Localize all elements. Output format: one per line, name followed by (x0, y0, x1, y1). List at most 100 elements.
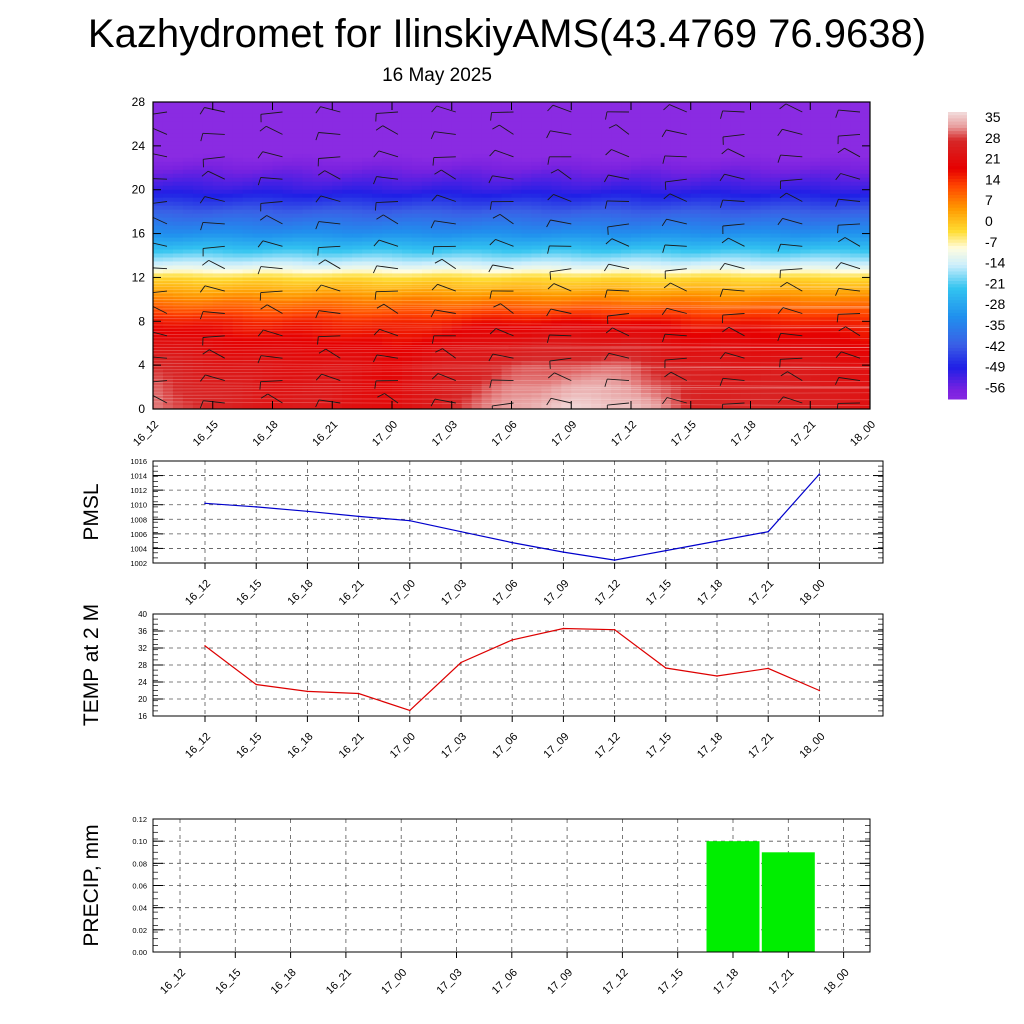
heatmap-cell (770, 141, 781, 147)
heatmap-cell (561, 169, 572, 175)
heatmap-cell (690, 321, 702, 326)
heatmap-cell (621, 149, 632, 155)
heatmap-cell (202, 365, 214, 370)
heatmap-cell (232, 241, 244, 247)
heatmap-cell (411, 237, 423, 243)
heatmap-cell (481, 197, 493, 203)
heatmap-cell (382, 209, 393, 215)
heatmap-cell (561, 109, 572, 115)
heatmap-cell (232, 277, 244, 283)
heatmap-cell (561, 121, 572, 127)
heatmap-cell (750, 145, 762, 151)
heatmap-cell (252, 301, 264, 306)
heatmap-cell (561, 125, 572, 131)
heatmap-cell (411, 277, 423, 283)
heatmap-cell (571, 249, 582, 255)
heatmap-cell (342, 317, 353, 322)
heatmap-cell (511, 233, 523, 239)
heatmap-cell (401, 153, 413, 159)
heatmap-cell (770, 313, 781, 318)
heatmap-cell (162, 313, 174, 318)
heatmap-cell (202, 205, 214, 211)
heatmap-cell (840, 365, 851, 370)
heatmap-cell (561, 193, 572, 199)
heatmap-cell (322, 277, 333, 283)
heatmap-cell (581, 301, 592, 306)
heatmap-cell (372, 337, 383, 342)
heatmap-cell (810, 265, 821, 271)
heatmap-cell (292, 249, 303, 255)
heatmap-cell (670, 225, 682, 231)
heatmap-cell (860, 253, 870, 259)
heatmap-cell (372, 177, 383, 183)
heatmap-cell (501, 365, 513, 370)
heatmap-cell (561, 105, 572, 111)
heatmap-cell (421, 269, 433, 275)
heatmap-cell (820, 149, 831, 155)
heatmap-cell (790, 225, 801, 231)
heatmap-cell (860, 245, 870, 251)
heatmap-cell (262, 193, 274, 199)
heatmap-cell (461, 357, 473, 362)
heatmap-cell (611, 345, 622, 350)
heatmap-cell (362, 229, 373, 235)
heatmap-cell (172, 281, 184, 287)
heatmap-cell (740, 121, 752, 127)
heatmap-cell (222, 173, 234, 179)
heatmap-cell (242, 177, 254, 183)
heatmap-cell (481, 321, 493, 326)
heatmap-cell (840, 165, 851, 171)
heatmap-cell (382, 233, 393, 239)
heatmap-cell (282, 125, 294, 131)
heatmap-cell (242, 377, 254, 382)
heatmap-cell (252, 209, 264, 215)
heatmap-cell (541, 189, 552, 195)
heatmap-cell (441, 221, 453, 227)
heatmap-cell (601, 369, 612, 374)
heatmap-cell (342, 277, 353, 283)
heatmap-cell (222, 213, 234, 219)
heatmap-cell (242, 117, 254, 123)
heatmap-cell (342, 209, 353, 215)
heatmap-cell (312, 365, 323, 370)
heatmap-cell (850, 197, 861, 203)
heatmap-cell (511, 357, 523, 362)
heatmap-cell (401, 157, 413, 163)
heatmap-cell (392, 273, 403, 279)
heatmap-cell (720, 129, 732, 135)
heatmap-cell (800, 301, 811, 306)
heatmap-cell (312, 145, 323, 151)
heatmap-cell (212, 169, 224, 175)
heatmap-cell (680, 361, 692, 366)
heatmap-cell (840, 161, 851, 167)
heatmap-cell (541, 233, 552, 239)
heatmap-cell (392, 361, 403, 366)
heatmap-cell (770, 113, 781, 119)
heatmap-cell (601, 305, 612, 310)
heatmap-cell (770, 125, 781, 131)
heatmap-cell (850, 261, 861, 267)
heatmap-cell (631, 297, 642, 302)
heatmap-cell (252, 261, 264, 267)
heatmap-cell (262, 357, 274, 362)
heatmap-cell (650, 193, 662, 199)
heatmap-cell (611, 293, 622, 298)
heatmap-cell (800, 337, 811, 342)
heatmap-cell (292, 373, 303, 378)
heatmap-cell (192, 317, 204, 322)
heatmap-cell (332, 305, 343, 310)
heatmap-cell (232, 353, 244, 358)
heatmap-cell (242, 205, 254, 211)
heatmap-cell (760, 289, 772, 294)
heatmap-cell (252, 169, 264, 175)
heatmap-cell (481, 341, 493, 346)
heatmap-cell (720, 145, 732, 151)
heatmap-cell (800, 321, 811, 326)
heatmap-cell (282, 357, 294, 362)
heatmap-cell (192, 133, 204, 139)
heatmap-cell (810, 157, 821, 163)
heatmap-cell (740, 289, 752, 294)
heatmap-cell (561, 185, 572, 191)
heatmap-cell (511, 285, 523, 290)
heatmap-cell (780, 165, 791, 171)
